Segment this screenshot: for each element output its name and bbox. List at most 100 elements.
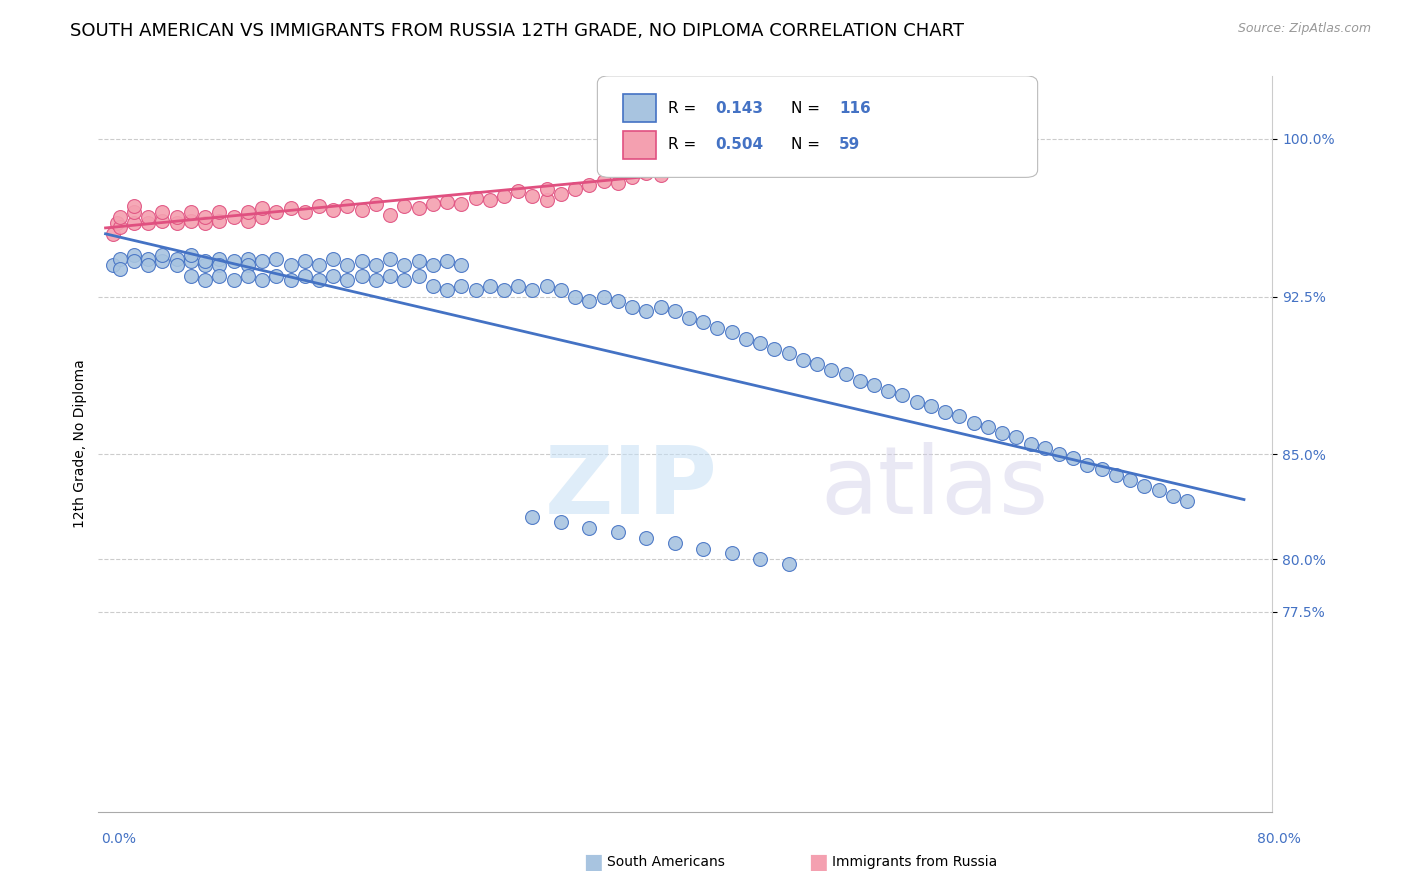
Point <box>308 199 330 213</box>
Text: 116: 116 <box>839 101 870 116</box>
Point <box>236 268 259 283</box>
Point <box>650 168 672 182</box>
Text: ZIP: ZIP <box>544 442 717 534</box>
Point <box>606 176 628 190</box>
Point <box>820 363 842 377</box>
Point <box>122 247 145 261</box>
Point <box>606 525 628 540</box>
Point <box>250 210 273 224</box>
Point <box>180 214 202 228</box>
Point <box>720 546 742 560</box>
Point <box>250 273 273 287</box>
Point <box>806 134 828 148</box>
Point <box>105 216 128 230</box>
Point <box>236 258 259 272</box>
Point <box>336 258 359 272</box>
Point <box>536 182 558 196</box>
Point <box>236 252 259 266</box>
Point <box>364 273 387 287</box>
Point <box>806 357 828 371</box>
Point <box>778 557 800 571</box>
Point <box>650 300 672 314</box>
Point <box>877 384 900 399</box>
Point <box>236 205 259 219</box>
Point <box>394 199 416 213</box>
Text: SOUTH AMERICAN VS IMMIGRANTS FROM RUSSIA 12TH GRADE, NO DIPLOMA CORRELATION CHAR: SOUTH AMERICAN VS IMMIGRANTS FROM RUSSIA… <box>70 22 965 40</box>
Point <box>621 169 644 184</box>
Point <box>636 165 658 179</box>
Point <box>136 210 159 224</box>
Point <box>478 193 501 207</box>
Point <box>450 258 472 272</box>
Text: N =: N = <box>792 137 825 153</box>
Point <box>208 205 231 219</box>
Point <box>322 268 344 283</box>
Point <box>621 300 644 314</box>
Point <box>948 409 970 424</box>
Point <box>592 289 614 303</box>
Point <box>778 346 800 360</box>
Point <box>636 532 658 546</box>
Point <box>408 253 430 268</box>
Text: Immigrants from Russia: Immigrants from Russia <box>832 855 998 869</box>
Point <box>578 178 600 193</box>
Text: ■: ■ <box>808 852 828 871</box>
Point <box>1105 468 1128 483</box>
Point <box>101 227 124 241</box>
Point <box>294 205 316 219</box>
Point <box>1133 479 1156 493</box>
Point <box>152 214 174 228</box>
FancyBboxPatch shape <box>623 95 657 122</box>
FancyBboxPatch shape <box>598 76 1038 178</box>
Point <box>692 315 714 329</box>
Point <box>692 157 714 171</box>
Text: 80.0%: 80.0% <box>1257 832 1301 846</box>
Point <box>350 203 373 218</box>
Point <box>336 199 359 213</box>
Point <box>1091 462 1114 476</box>
Point <box>464 283 486 297</box>
Point <box>692 541 714 556</box>
Point <box>550 283 572 297</box>
Point <box>408 202 430 216</box>
Point <box>1119 473 1142 487</box>
Point <box>749 335 772 350</box>
Text: atlas: atlas <box>821 442 1049 534</box>
Point <box>749 552 772 566</box>
Point <box>180 205 202 219</box>
Point <box>905 394 928 409</box>
Point <box>108 262 131 277</box>
Point <box>578 293 600 308</box>
Point <box>564 289 586 303</box>
Text: R =: R = <box>668 101 702 116</box>
Text: South Americans: South Americans <box>607 855 725 869</box>
Y-axis label: 12th Grade, No Diploma: 12th Grade, No Diploma <box>73 359 87 528</box>
Point <box>508 279 530 293</box>
Point <box>492 283 515 297</box>
Point <box>522 283 544 297</box>
Point <box>592 174 614 188</box>
Point <box>236 214 259 228</box>
Point <box>208 258 231 272</box>
Point <box>266 205 288 219</box>
Point <box>436 253 458 268</box>
Point <box>1076 458 1098 472</box>
Point <box>1019 436 1042 450</box>
Text: R =: R = <box>668 137 702 153</box>
Point <box>606 293 628 308</box>
Point <box>250 202 273 216</box>
Point <box>294 268 316 283</box>
Point <box>336 273 359 287</box>
Text: N =: N = <box>792 101 825 116</box>
Point <box>152 205 174 219</box>
Point <box>1047 447 1070 461</box>
Text: Source: ZipAtlas.com: Source: ZipAtlas.com <box>1237 22 1371 36</box>
Point <box>208 214 231 228</box>
Point <box>166 252 188 266</box>
Point <box>834 368 856 382</box>
Point <box>180 268 202 283</box>
Point <box>564 182 586 196</box>
Point <box>408 268 430 283</box>
Point <box>706 321 728 335</box>
Point <box>664 161 686 176</box>
